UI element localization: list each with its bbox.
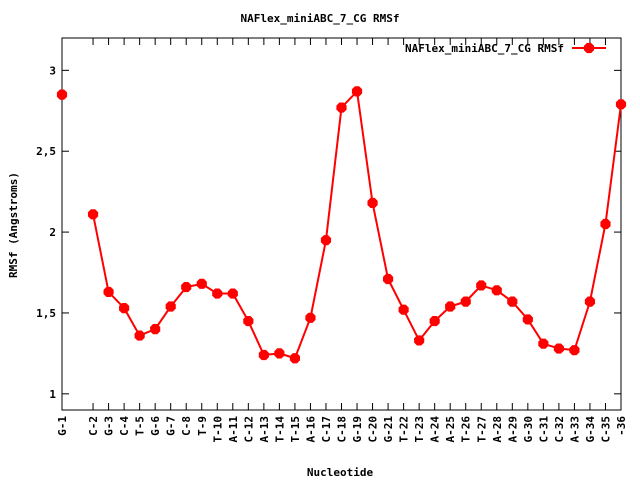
x-tick-label: G-21 xyxy=(382,416,395,443)
x-tick-label: C-20 xyxy=(367,416,380,443)
x-tick-label: T-27 xyxy=(475,416,488,443)
x-tick-label: T-22 xyxy=(398,416,411,443)
data-point xyxy=(336,102,347,113)
data-point xyxy=(320,235,332,246)
data-point xyxy=(165,301,176,312)
data-point xyxy=(243,315,254,327)
x-tick-label: C-2 xyxy=(87,416,100,436)
x-tick-label: T-5 xyxy=(134,416,147,436)
y-tick-label: 1,5 xyxy=(36,307,56,320)
data-point xyxy=(584,296,596,307)
data-point xyxy=(258,349,269,361)
data-point xyxy=(383,273,394,285)
data-point xyxy=(615,99,627,110)
data-point xyxy=(103,286,114,298)
data-point xyxy=(460,296,471,307)
data-point xyxy=(553,343,564,354)
data-point xyxy=(274,348,285,359)
data-point xyxy=(398,304,409,315)
x-tick-label: T-26 xyxy=(460,416,473,443)
x-axis-label: Nucleotide xyxy=(307,466,374,479)
data-point xyxy=(150,324,161,335)
data-point xyxy=(507,296,518,307)
data-point xyxy=(538,338,549,349)
data-point xyxy=(134,330,145,341)
legend-marker xyxy=(583,42,595,54)
data-point xyxy=(600,218,611,230)
data-point xyxy=(414,335,425,346)
data-point xyxy=(212,288,223,299)
x-tick-label: C-32 xyxy=(553,416,566,443)
series-layer xyxy=(56,86,627,364)
data-point xyxy=(196,278,207,289)
x-tick-label: G-30 xyxy=(522,416,535,443)
legend: NAFlex_miniABC_7_CG RMSf xyxy=(405,42,606,55)
data-point xyxy=(56,89,68,100)
x-tick-label: A-24 xyxy=(429,416,442,443)
x-tick-label: T-9 xyxy=(196,416,209,436)
data-point xyxy=(491,285,502,296)
data-point xyxy=(289,353,300,364)
x-tick-label: A-16 xyxy=(304,416,317,443)
y-tick-label: 3 xyxy=(49,64,56,77)
x-tick-label: A-28 xyxy=(491,416,504,443)
x-tick-label: C-31 xyxy=(537,416,550,443)
data-point xyxy=(181,282,192,293)
x-tick-label: G-34 xyxy=(584,416,597,443)
x-tick-label: A-33 xyxy=(568,416,581,443)
x-tick-label: C-17 xyxy=(320,416,333,443)
data-point xyxy=(429,315,440,327)
data-point xyxy=(476,280,487,291)
data-point xyxy=(87,209,99,220)
legend-label: NAFlex_miniABC_7_CG RMSf xyxy=(405,42,564,55)
x-axis: G-1 C-2 G-3 C-4 T-5 G-6 G-7 C-8 T-9 T-10 A-11 C-12 A… xyxy=(56,38,628,443)
x-tick-label: C-12 xyxy=(242,416,255,443)
x-tick-label: A-29 xyxy=(506,416,519,443)
y-axis: 1 1,5 2 2,5 3 xyxy=(36,64,621,401)
x-tick-label: A-11 xyxy=(227,416,240,443)
x-tick-label: A-25 xyxy=(444,416,457,443)
x-tick-label: G-3 xyxy=(103,416,116,436)
chart-title: NAFlex_miniABC_7_CG RMSf xyxy=(241,12,400,25)
y-tick-label: 2 xyxy=(49,226,56,239)
data-point xyxy=(305,312,316,323)
x-tick-label: G-7 xyxy=(165,416,178,436)
x-tick-label: G-6 xyxy=(149,416,162,436)
y-axis-label: RMSf (Angstroms) xyxy=(7,172,20,278)
data-point xyxy=(351,86,363,97)
x-tick-label: A-13 xyxy=(258,416,271,443)
x-tick-label: C-35 xyxy=(599,416,612,443)
x-tick-label: -36 xyxy=(615,416,628,436)
x-tick-label: T-23 xyxy=(413,416,426,443)
data-point xyxy=(227,288,238,299)
y-tick-label: 2,5 xyxy=(36,145,56,158)
x-tick-label: G-19 xyxy=(351,416,364,443)
x-tick-label: C-4 xyxy=(118,416,131,436)
x-tick-label: C-8 xyxy=(180,416,193,436)
x-tick-label: T-10 xyxy=(211,416,224,443)
data-point xyxy=(569,345,580,356)
x-tick-label: C-18 xyxy=(336,416,349,443)
data-point xyxy=(119,303,130,314)
y-tick-label: 1 xyxy=(49,388,56,401)
x-tick-label: G-1 xyxy=(56,416,69,436)
x-tick-label: T-14 xyxy=(273,416,286,443)
data-point xyxy=(367,197,378,209)
data-point xyxy=(522,314,533,325)
data-point xyxy=(445,301,456,312)
x-tick-label: T-15 xyxy=(289,416,302,443)
